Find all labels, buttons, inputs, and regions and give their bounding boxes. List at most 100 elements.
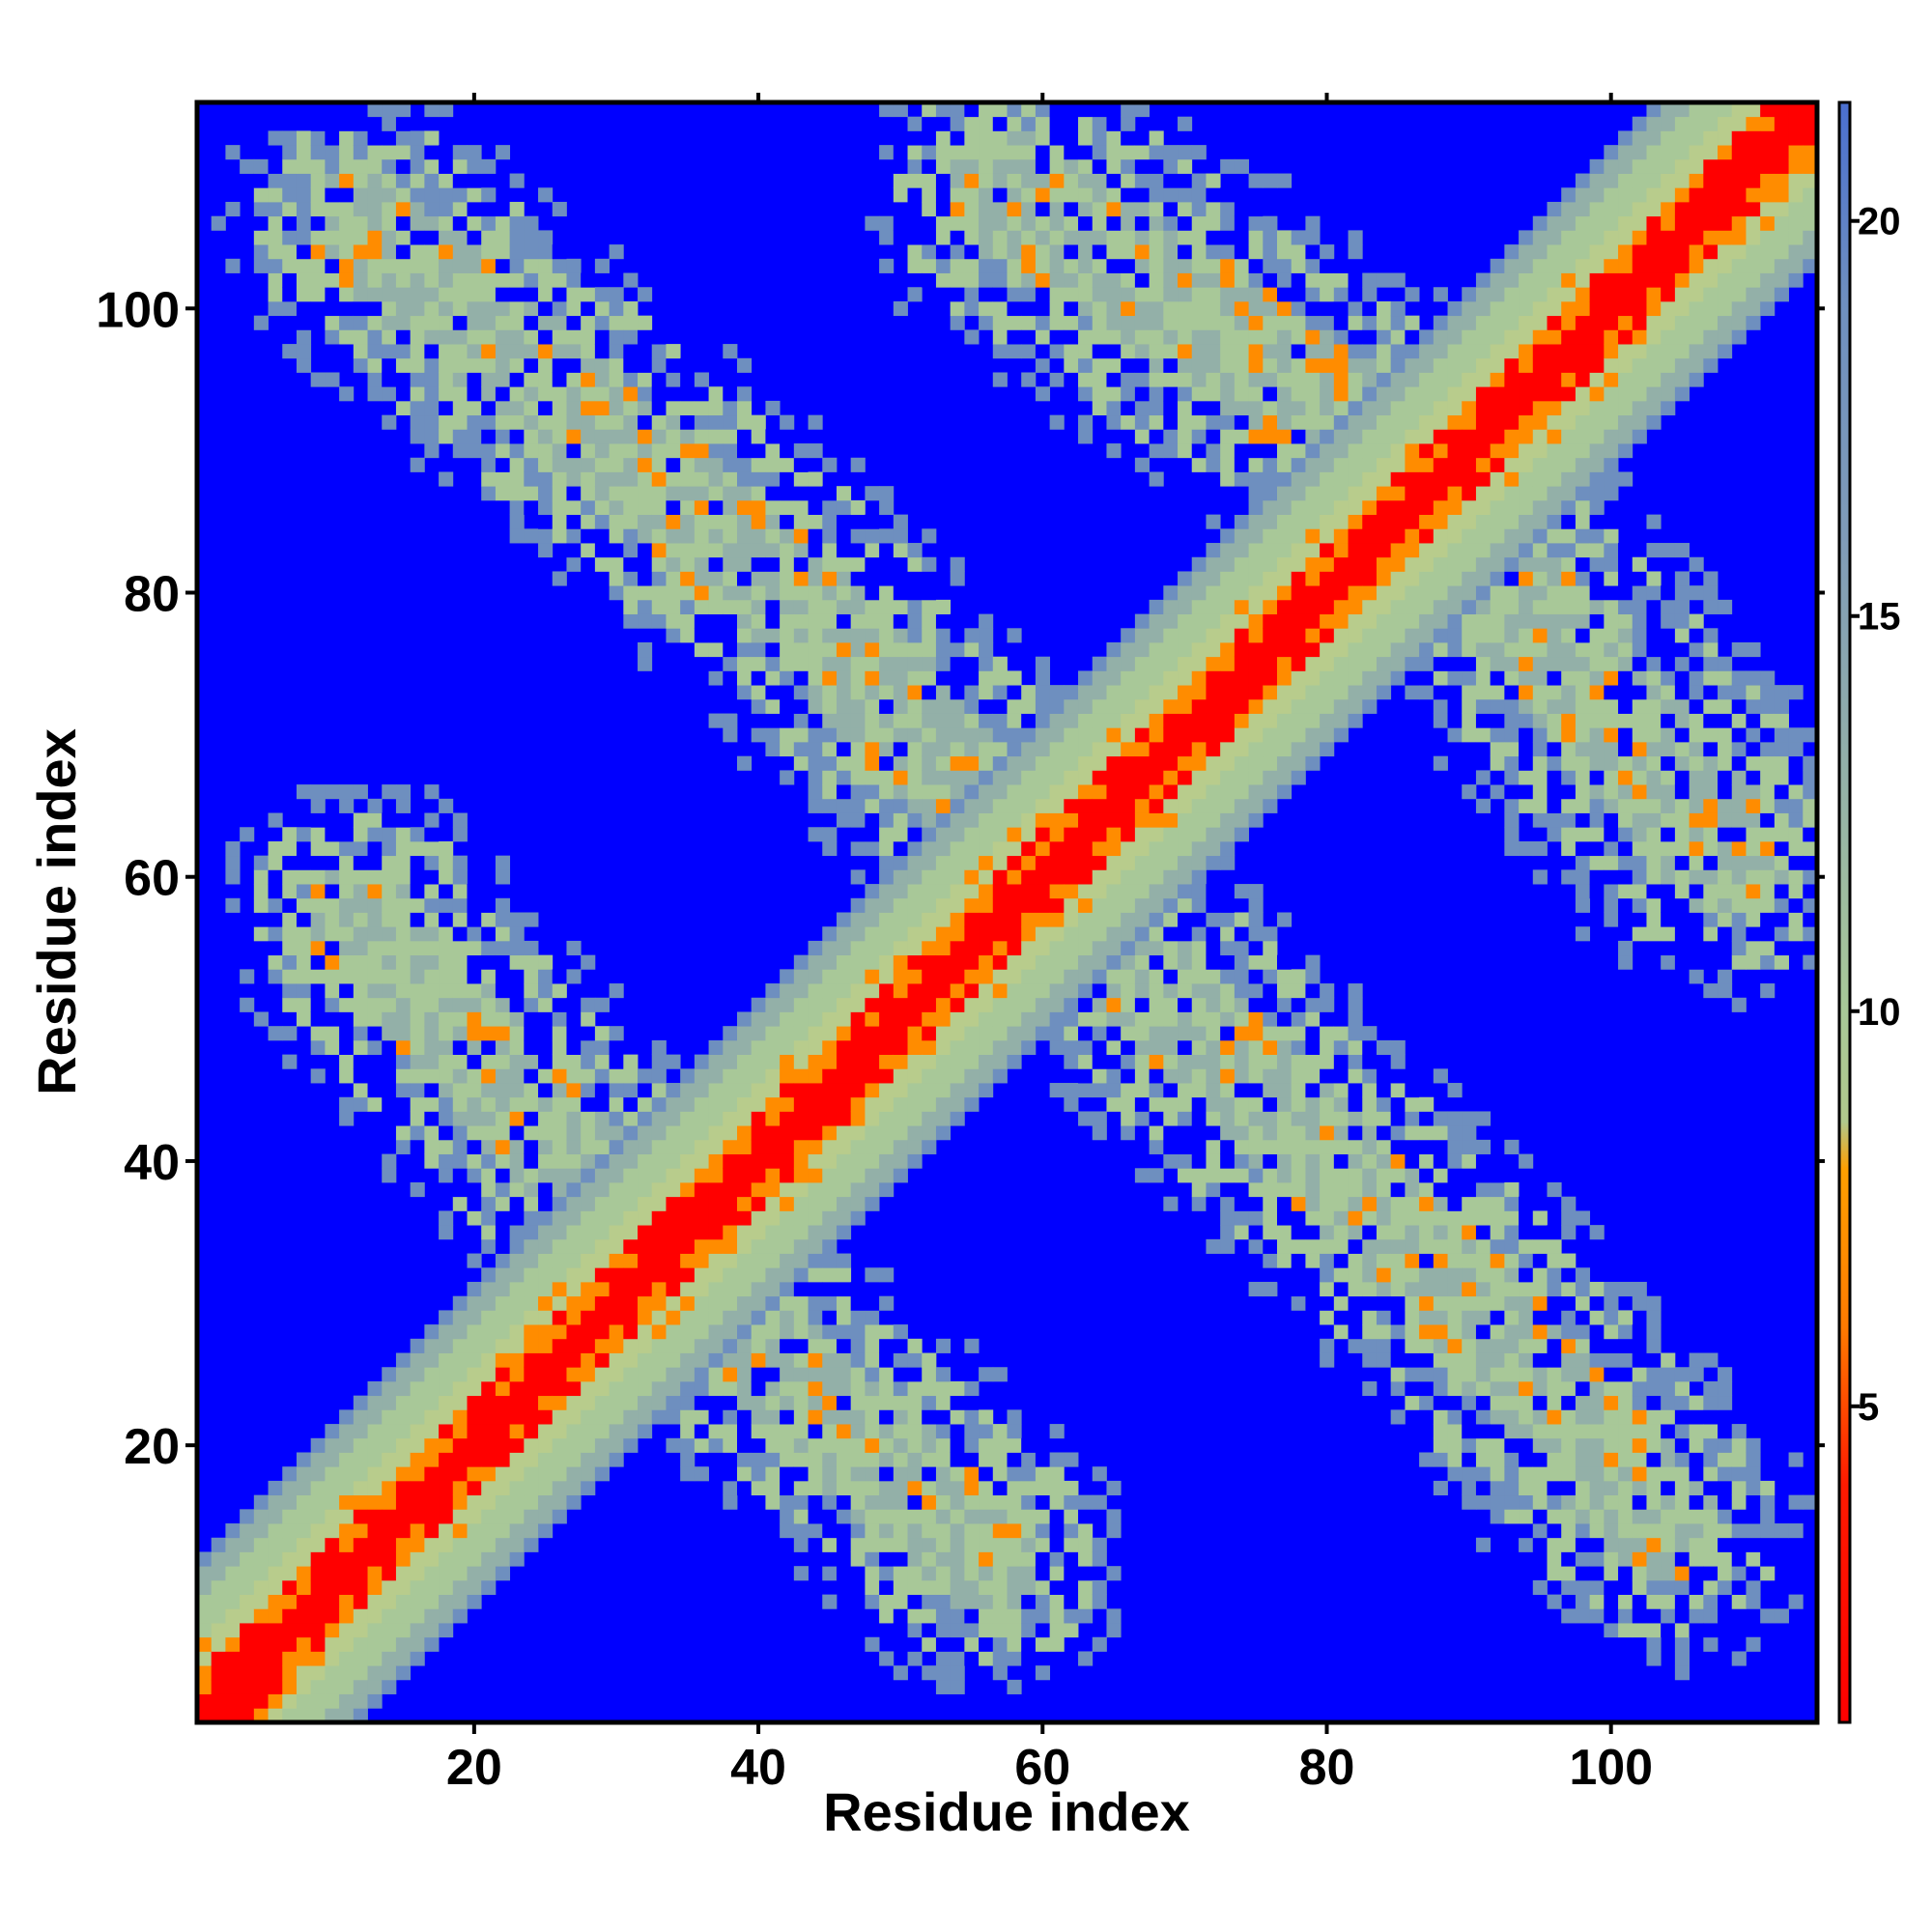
heatmap-cell [1035,670,1051,686]
heatmap-cell [467,1153,482,1169]
heatmap-cell [467,1026,482,1041]
heatmap-cell [950,685,965,700]
heatmap-cell [1106,1509,1122,1524]
heatmap-cell [1078,1551,1094,1567]
heatmap-cell [581,1253,596,1268]
heatmap-cell [1248,201,1264,217]
heatmap-cell [367,1579,383,1595]
heatmap-cell [594,429,610,444]
heatmap-cell [467,215,482,231]
heatmap-cell [452,414,468,430]
heatmap-cell [339,997,355,1012]
heatmap-cell [1064,1452,1079,1467]
heatmap-cell [1291,471,1306,487]
heatmap-cell [1263,357,1278,373]
heatmap-cell [680,400,696,416]
heatmap-cell [367,272,383,288]
heatmap-cell [467,1210,482,1226]
heatmap-cell [1206,1182,1221,1198]
heatmap-cell [992,685,1008,700]
heatmap-cell [651,1096,667,1112]
heatmap-cell [865,642,880,658]
heatmap-cell [1320,628,1335,643]
heatmap-cell [424,1338,440,1353]
heatmap-cell [1078,1608,1094,1624]
heatmap-cell [1064,201,1079,217]
heatmap-cell [1049,1579,1065,1595]
heatmap-cell [481,1295,497,1311]
heatmap-cell [623,1437,639,1453]
heatmap-cell [893,556,908,572]
heatmap-cell [439,969,454,984]
heatmap-cell [1049,357,1065,373]
heatmap-cell [367,1424,383,1439]
heatmap-cell [1178,187,1193,203]
heatmap-cell [339,926,355,942]
heatmap-cell [439,400,454,416]
heatmap-cell [1134,670,1150,686]
heatmap-cell [836,1026,852,1041]
heatmap-cell [353,329,368,345]
heatmap-cell [850,1096,866,1112]
heatmap-cell [666,1182,681,1198]
heatmap-cell [1348,1139,1363,1154]
heatmap-cell [439,798,454,813]
heatmap-cell [793,543,809,558]
heatmap-cell [1277,344,1293,359]
heatmap-cell [253,884,269,899]
heatmap-cell [566,1139,582,1154]
heatmap-cell [751,1452,766,1467]
heatmap-cell [907,685,923,700]
heatmap-cell [1149,329,1164,345]
heatmap-cell [1191,869,1207,885]
heatmap-cell [765,1238,781,1254]
heatmap-cell [1320,414,1335,430]
heatmap-cell [1277,272,1293,288]
heatmap-cell [452,1452,468,1467]
heatmap-cell [467,357,482,373]
heatmap-cell [1049,685,1065,700]
heatmap-cell [1320,1210,1335,1226]
heatmap-cell [282,201,298,217]
heatmap-cell [1078,869,1094,885]
heatmap-cell [1220,486,1236,501]
heatmap-cell [538,1039,554,1055]
heatmap-cell [723,499,738,515]
heatmap-cell [1206,300,1221,317]
heatmap-cell [879,713,895,728]
heatmap-cell [552,1253,567,1268]
heatmap-cell [893,741,908,757]
heatmap-cell [1163,784,1179,800]
heatmap-cell [1220,244,1236,260]
heatmap-cell [836,1196,852,1211]
heatmap-cell [268,1679,283,1694]
heatmap-cell [708,1267,724,1283]
heatmap-cell [979,670,994,686]
heatmap-cell [1291,1281,1306,1297]
heatmap-cell [495,1238,511,1254]
heatmap-cell [1320,329,1335,345]
heatmap-cell [1092,656,1107,671]
heatmap-cell [922,770,937,785]
heatmap-cell [467,272,482,288]
heatmap-cell [1149,741,1164,757]
heatmap-cell [1291,1196,1306,1211]
heatmap-cell [935,130,952,146]
heatmap-cell [922,1125,937,1141]
heatmap-cell [865,1636,880,1652]
heatmap-cell [751,1111,766,1126]
heatmap-cell [395,1579,412,1595]
heatmap-cell [808,1168,823,1183]
heatmap-cell [1163,685,1179,700]
heatmap-cell [992,840,1008,857]
heatmap-cell [424,173,440,188]
heatmap-cell [836,1352,852,1368]
heatmap-cell [225,1579,241,1595]
heatmap-cell [240,1665,255,1681]
heatmap-cell [538,400,554,416]
heatmap-cell [1248,1182,1264,1198]
heatmap-cell [1220,1083,1236,1098]
heatmap-cell [765,997,781,1012]
heatmap-cell [822,685,838,700]
heatmap-cell [439,1168,454,1183]
